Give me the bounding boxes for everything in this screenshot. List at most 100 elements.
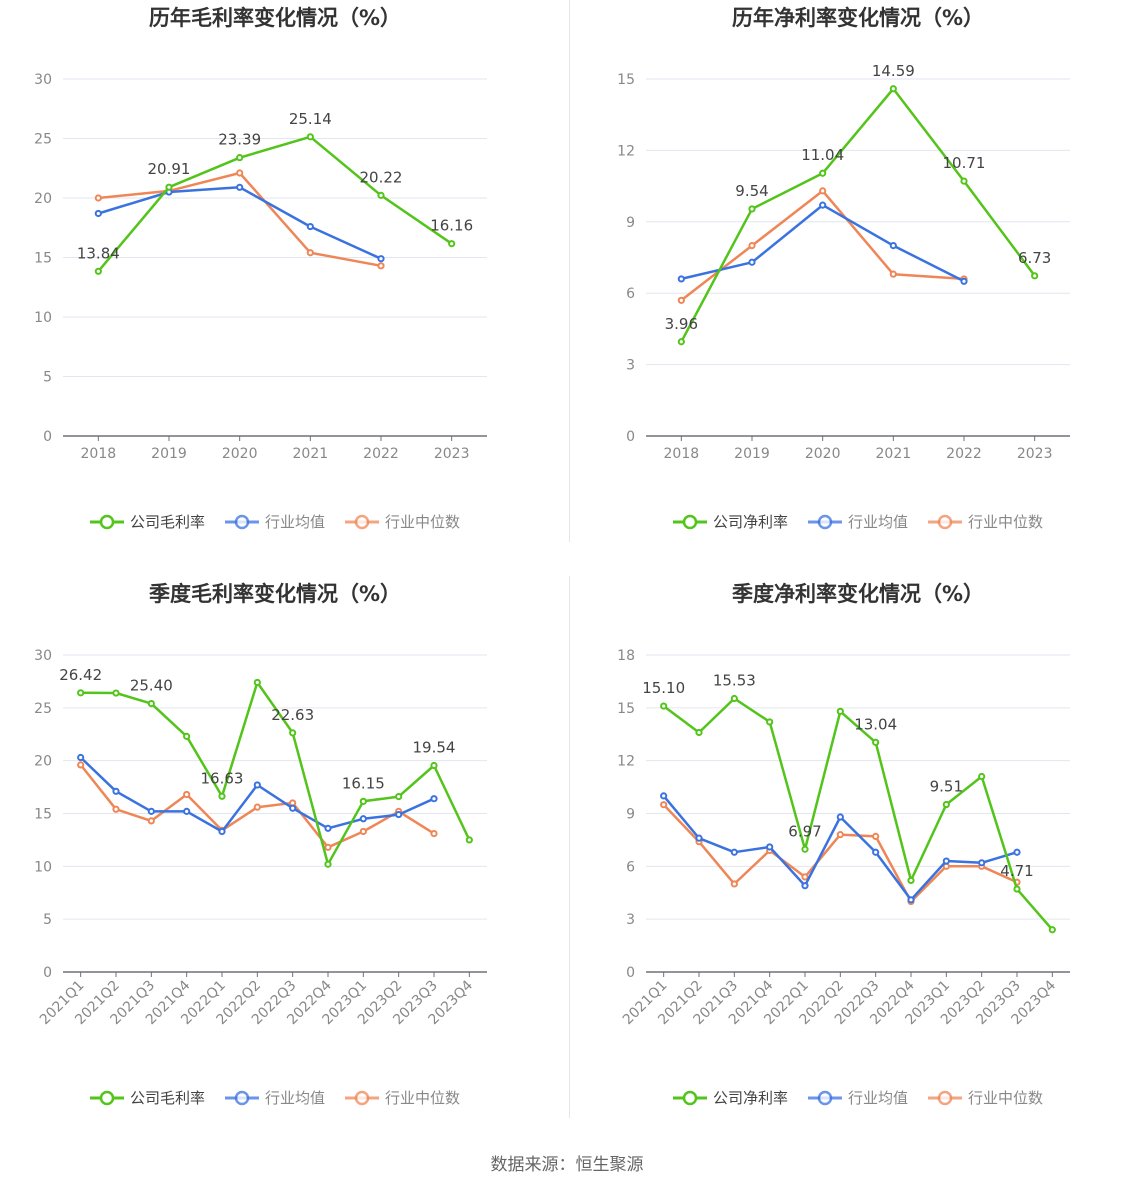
data-point-avg	[324, 824, 332, 832]
data-point-median	[359, 827, 367, 836]
data-point-avg	[660, 792, 668, 800]
data-label: 20.91	[148, 160, 191, 178]
data-label: 16.15	[342, 774, 385, 792]
data-point-company	[165, 183, 173, 191]
data-point-company	[465, 836, 473, 844]
y-tick-label: 5	[43, 370, 52, 386]
data-point-avg	[978, 859, 986, 867]
data-point-company	[94, 267, 102, 275]
y-tick-label: 0	[626, 429, 635, 445]
data-label: 22.63	[271, 706, 314, 724]
y-tick-label: 15	[34, 251, 52, 267]
chart-title: 历年净利率变化情况（%）	[732, 6, 984, 30]
y-tick-label: 20	[34, 754, 52, 770]
y-tick-label: 3	[626, 358, 635, 374]
data-point-company	[801, 845, 809, 853]
legend: 公司毛利率 行业均值 行业中位数	[90, 1089, 460, 1107]
x-tick-label: 2023	[434, 446, 470, 462]
data-point-median	[236, 169, 244, 177]
x-tick-label: 2018	[81, 446, 117, 462]
data-point-median	[748, 242, 756, 250]
data-point-median	[112, 805, 120, 813]
data-point-company	[872, 738, 880, 746]
x-tick-label: 2021	[293, 446, 329, 462]
data-point-company	[748, 205, 756, 213]
legend-marker-median	[937, 1090, 953, 1106]
x-tick-label: 2020	[222, 446, 258, 462]
data-point-avg	[960, 277, 968, 285]
data-point-median	[77, 761, 85, 769]
legend-label-avg: 行业均值	[848, 513, 908, 531]
data-point-median	[430, 829, 438, 838]
chart-panel-4: 季度净利率变化情况（%）03691215182021Q12021Q22021Q3…	[617, 582, 1070, 1107]
data-point-avg	[872, 848, 880, 856]
series-line-avg	[681, 203, 965, 283]
data-point-avg	[1013, 848, 1021, 856]
data-point-avg	[218, 827, 226, 836]
x-tick-label: 2023	[1017, 446, 1053, 462]
data-point-company	[236, 154, 244, 162]
data-point-company	[907, 876, 915, 885]
data-point-company	[978, 772, 986, 781]
data-point-company	[289, 729, 297, 737]
data-label: 14.59	[872, 62, 915, 80]
y-tick-label: 15	[34, 807, 52, 823]
data-point-median	[147, 817, 155, 825]
y-tick-label: 15	[617, 72, 635, 88]
data-label: 26.42	[59, 666, 102, 684]
y-tick-label: 0	[626, 965, 635, 981]
data-point-avg	[677, 275, 685, 283]
y-tick-label: 0	[43, 965, 52, 981]
data-point-company	[660, 702, 668, 710]
data-label: 6.97	[788, 822, 821, 840]
data-point-avg	[942, 857, 950, 865]
data-point-company	[960, 177, 968, 185]
data-point-company	[306, 133, 314, 141]
data-label: 9.54	[735, 182, 768, 200]
data-label: 6.73	[1018, 249, 1051, 267]
legend-marker-company	[99, 1090, 115, 1106]
data-label: 16.16	[430, 217, 473, 235]
panel-divider-top	[569, 0, 570, 542]
data-label: 20.22	[360, 168, 403, 186]
legend-marker-avg	[234, 1090, 250, 1106]
series-line-company	[662, 697, 1054, 931]
data-point-company	[183, 732, 191, 740]
y-tick-label: 10	[34, 859, 52, 875]
data-point-median	[306, 249, 314, 257]
data-point-avg	[236, 183, 244, 191]
data-point-company	[377, 191, 385, 199]
data-point-median	[730, 880, 738, 888]
legend-label-company: 公司毛利率	[130, 1089, 205, 1107]
legend: 公司毛利率 行业均值 行业中位数	[90, 513, 460, 531]
data-point-avg	[801, 882, 809, 890]
y-tick-label: 12	[617, 143, 635, 159]
series-line-company	[80, 681, 471, 866]
data-point-company	[1013, 885, 1021, 893]
data-point-avg	[306, 222, 314, 231]
legend-label-avg: 行业均值	[265, 1089, 325, 1107]
data-point-avg	[430, 795, 438, 803]
data-label: 13.84	[77, 244, 120, 262]
data-point-avg	[889, 242, 897, 250]
data-label: 9.51	[930, 778, 963, 796]
legend-label-avg: 行业均值	[848, 1089, 908, 1107]
data-point-company	[112, 689, 120, 697]
data-point-company	[677, 338, 685, 346]
series-line-avg	[662, 795, 1018, 902]
legend-label-median: 行业中位数	[385, 1089, 460, 1107]
y-tick-label: 6	[626, 859, 635, 875]
legend-label-company: 公司净利率	[713, 1089, 788, 1107]
chart-title: 历年毛利率变化情况（%）	[149, 6, 401, 30]
data-point-company	[359, 797, 367, 805]
data-point-avg	[289, 804, 297, 812]
data-point-avg	[253, 781, 261, 789]
y-tick-label: 25	[34, 701, 52, 717]
legend-label-median: 行业中位数	[968, 1089, 1043, 1107]
y-tick-label: 9	[626, 215, 635, 231]
legend-label-company: 公司净利率	[713, 513, 788, 531]
data-point-company	[836, 707, 844, 715]
data-point-avg	[147, 807, 155, 815]
data-point-company	[730, 694, 738, 703]
